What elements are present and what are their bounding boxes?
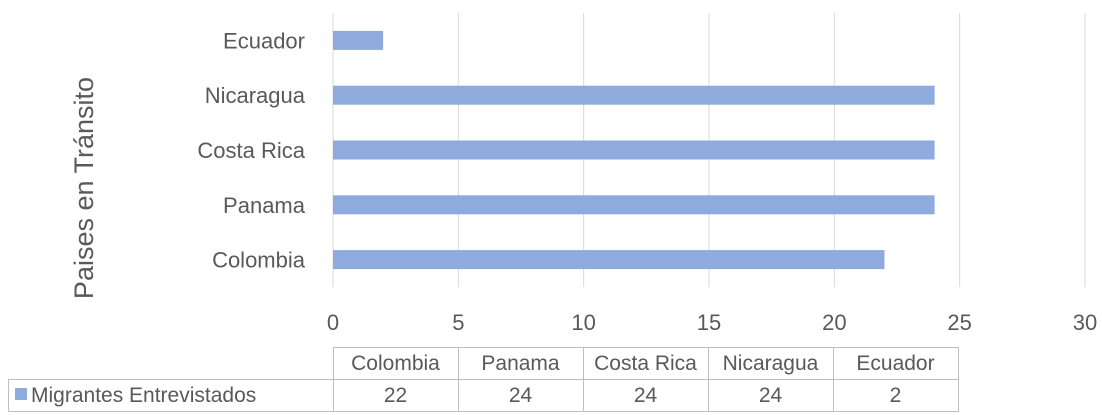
data-table-category: Costa Rica [582,347,709,380]
data-table-category: Ecuador [832,347,959,380]
x-axis-tick-labels: 0 5 10 15 20 25 30 [327,310,1097,335]
data-table-series-row: Migrantes Entrevistados 22 24 24 24 2 [8,379,959,412]
bar [333,250,885,270]
data-table-value: 24 [582,379,709,412]
data-table-value: 2 [832,379,959,412]
bar [333,140,935,160]
x-tick-label: 0 [327,310,339,335]
x-tick-label: 5 [452,310,464,335]
data-table-value: 22 [332,379,459,412]
category-label: Panama [223,193,306,218]
x-tick-label: 25 [947,310,971,335]
category-labels: Colombia Panama Costa Rica Nicaragua Ecuador [197,28,305,272]
category-label: Colombia [212,248,306,273]
bar [333,195,935,215]
x-tick-label: 30 [1073,310,1097,335]
x-tick-label: 15 [697,310,721,335]
y-axis-title: Paises en Tránsito [69,77,99,299]
data-table-value: 24 [707,379,834,412]
category-label: Nicaragua [205,83,306,108]
data-table-series-label: Migrantes Entrevistados [8,379,334,412]
category-label: Ecuador [223,28,305,53]
data-table-category: Panama [457,347,584,380]
data-table-value: 24 [457,379,584,412]
data-table-header-row: Colombia Panama Costa Rica Nicaragua Ecu… [9,347,959,380]
legend-key-icon [15,388,27,401]
data-table-category: Colombia [332,347,459,380]
bars [333,30,935,270]
bar [333,30,384,50]
data-table-category: Nicaragua [707,347,834,380]
x-tick-label: 20 [822,310,846,335]
data-table: Colombia Panama Costa Rica Nicaragua Ecu… [8,347,959,412]
x-tick-label: 10 [571,310,595,335]
bar [333,85,935,105]
category-label: Costa Rica [197,138,305,163]
data-table-corner [9,348,334,380]
legend-series-name: Migrantes Entrevistados [31,384,257,407]
